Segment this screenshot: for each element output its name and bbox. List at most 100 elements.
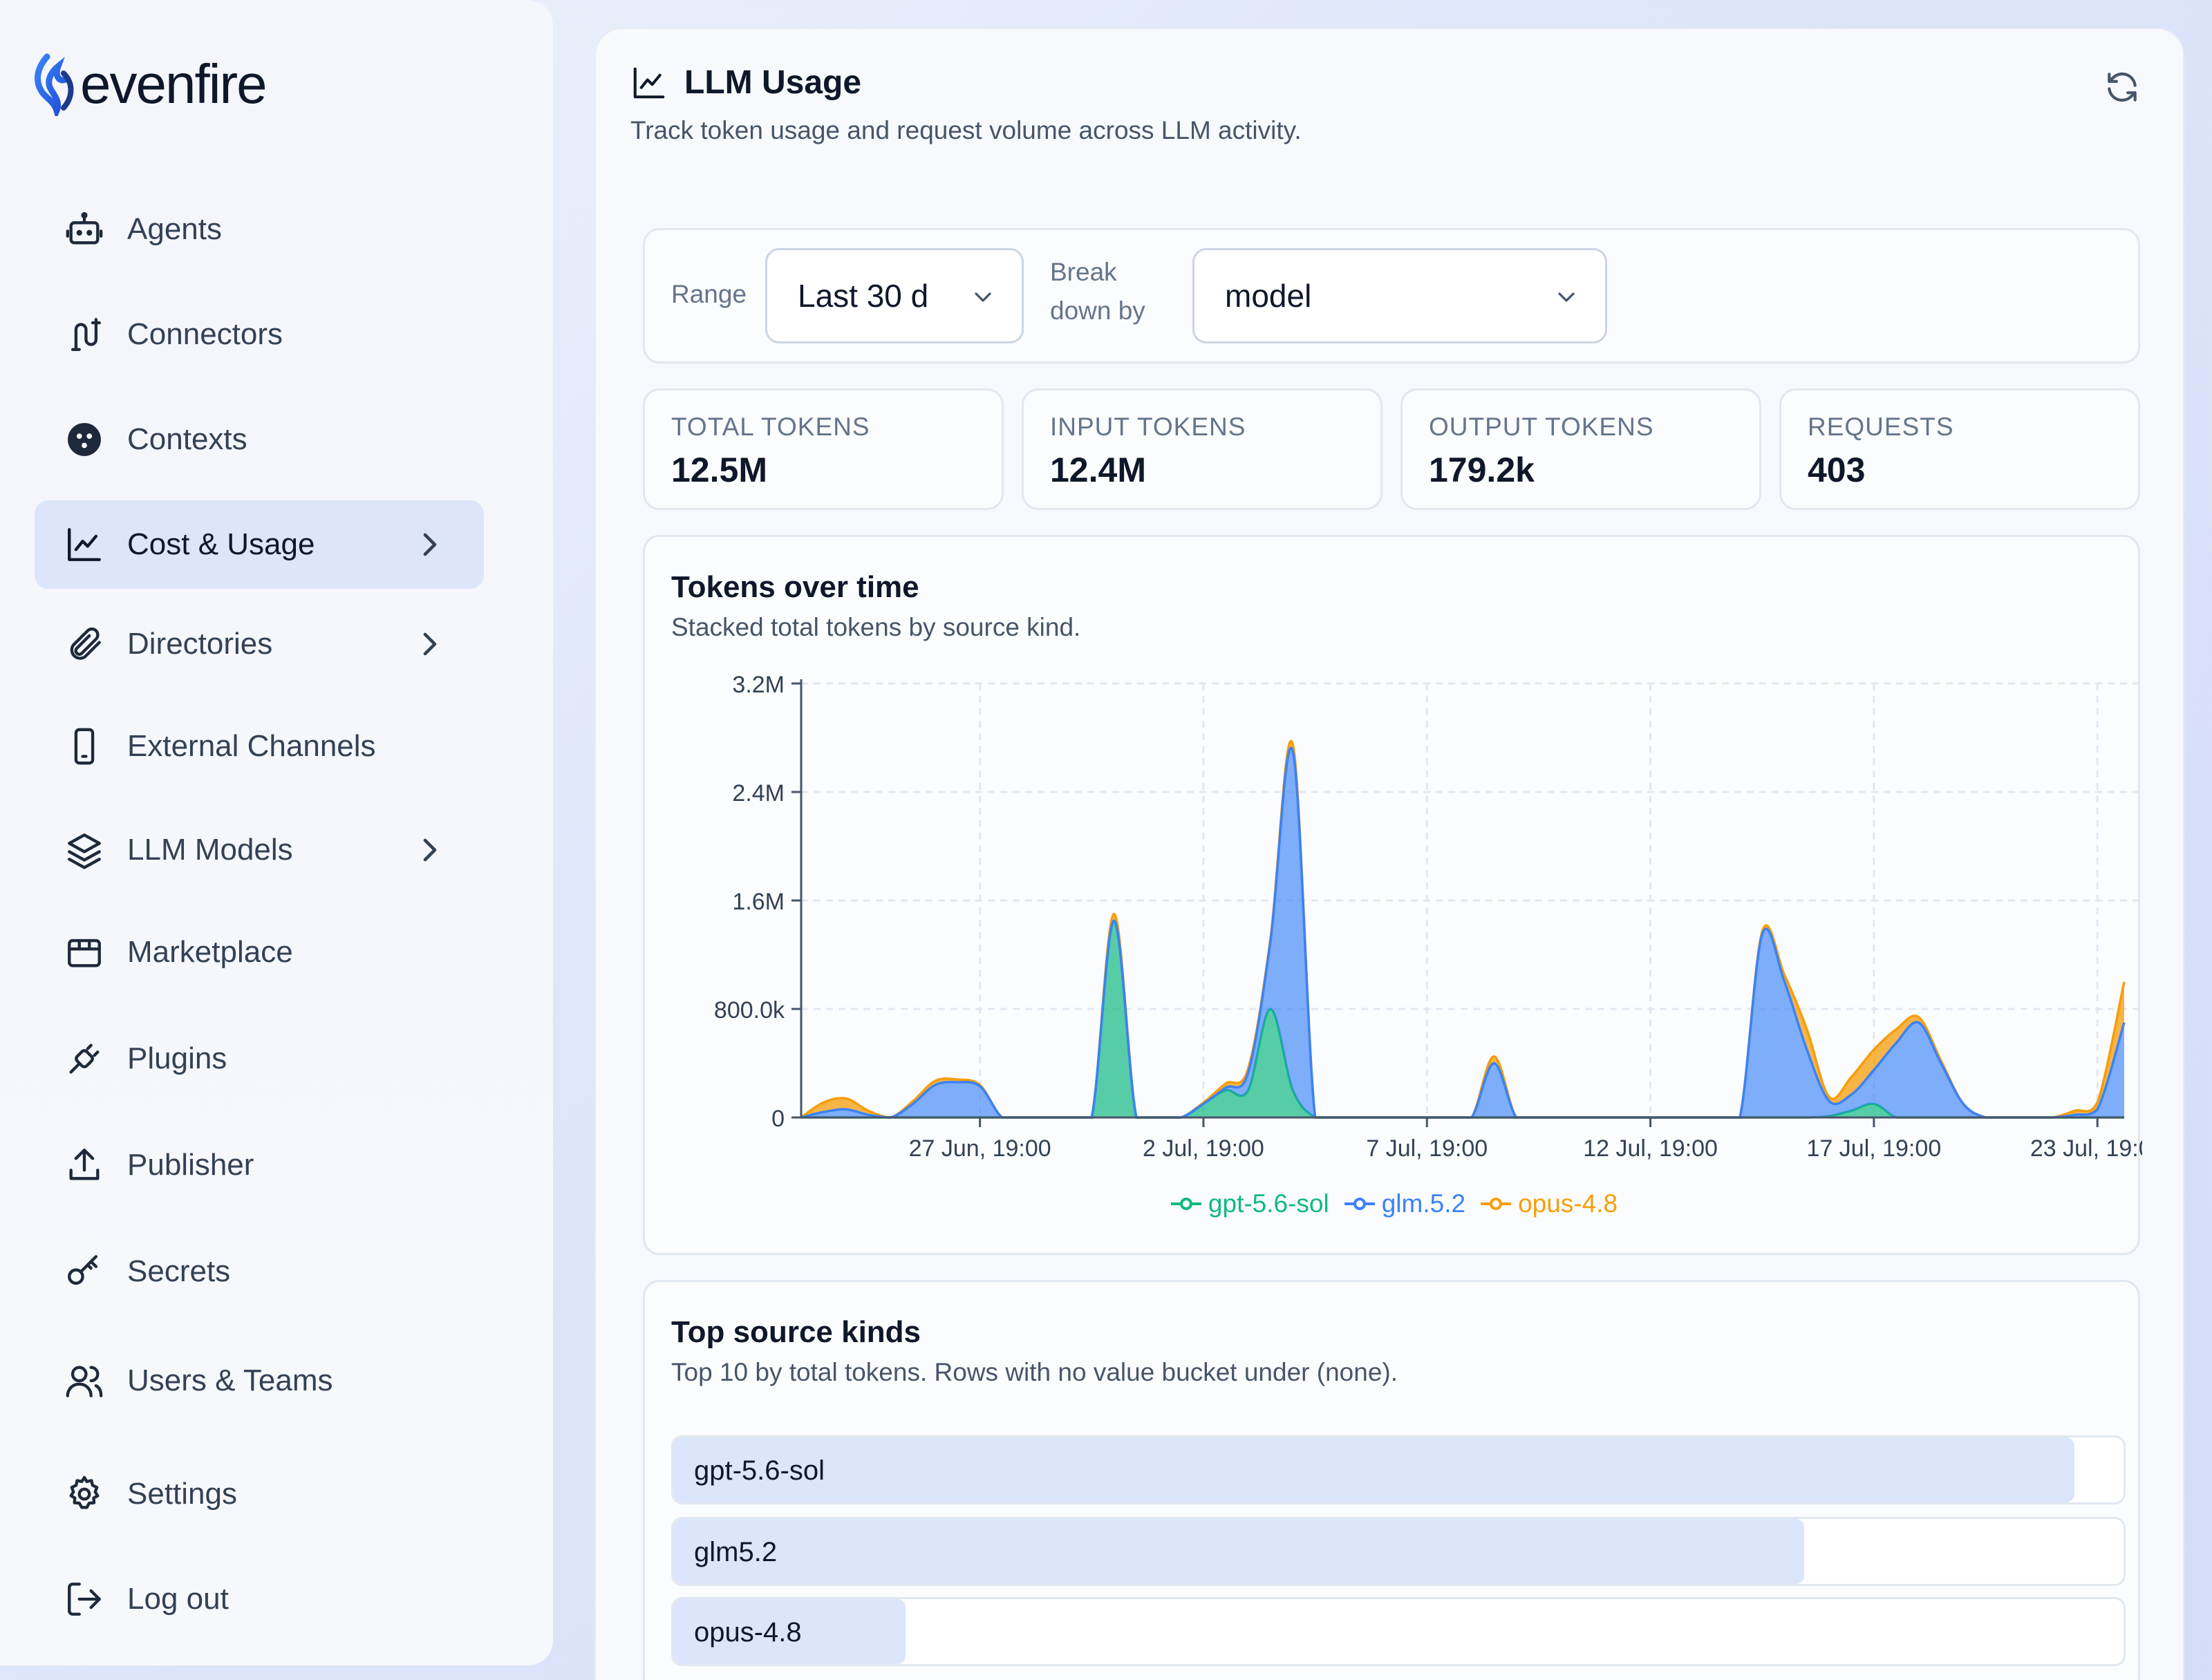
sidebar-item-settings[interactable]: Settings (35, 1450, 484, 1538)
chevron-down-icon (1558, 292, 1575, 302)
tokens-area-chart: 0 800.0k 1.6M 2.4M 3.2M 27 Jun, 19:00 2 Jul, 1… (714, 672, 2142, 1162)
y-tick-label: 1.6M (732, 889, 785, 915)
legend-item[interactable]: gpt-5.6-sol (1170, 1189, 1329, 1218)
sidebar-item-log-out[interactable]: Log out (35, 1555, 484, 1643)
sidebar-item-label: Cost & Usage (127, 527, 315, 561)
filters-card: Range Last 30 d Break down by model (643, 228, 2140, 364)
range-select[interactable]: Last 30 d (765, 248, 1024, 343)
sidebar-item-label: Users & Teams (127, 1363, 333, 1397)
sidebar-item-label: Agents (127, 212, 222, 246)
x-tick-label: 7 Jul, 19:00 (1366, 1135, 1488, 1162)
legend-item[interactable]: opus-4.8 (1479, 1189, 1618, 1218)
chart-subtitle: Stacked total tokens by source kind. (671, 613, 1081, 641)
legend-item[interactable]: glm.5.2 (1343, 1189, 1465, 1218)
sidebar-item-connectors[interactable]: Connectors (35, 290, 484, 379)
page-header: LLM Usage (630, 64, 861, 102)
y-tick-label: 3.2M (732, 672, 785, 698)
sidebar-item-agents[interactable]: Agents (35, 185, 484, 274)
sidebar-item-label: Connectors (127, 317, 283, 351)
source-bar-label: opus-4.8 (694, 1617, 802, 1648)
legend-marker-icon (1344, 1198, 1375, 1210)
source-bar-row: gpt-5.6-sol (671, 1435, 2126, 1504)
breakdown-value: model (1225, 278, 1312, 314)
source-bar-fill (673, 1437, 2074, 1502)
y-tick-label: 0 (771, 1106, 785, 1132)
chevron-right-icon (423, 533, 437, 556)
upload-icon (62, 1143, 106, 1187)
sidebar-item-cost-usage[interactable]: Cost & Usage (35, 500, 484, 589)
sidebar-item-label: Secrets (127, 1254, 231, 1288)
key-icon (62, 1249, 106, 1294)
x-tick-label: 17 Jul, 19:00 (1807, 1135, 1942, 1162)
brand-logo[interactable]: evenfire (33, 50, 268, 119)
plugin-icon (62, 1037, 106, 1081)
chevron-right-icon (423, 632, 437, 656)
contexts-icon (62, 417, 106, 462)
sidebar-item-contexts[interactable]: Contexts (35, 395, 484, 484)
evenfire-logo-icon (34, 53, 74, 116)
legend-marker-icon (1170, 1198, 1201, 1210)
sidebar-item-secrets[interactable]: Secrets (35, 1227, 484, 1316)
stat-total-tokens: TOTAL TOKENS 12.5M (643, 388, 1004, 510)
sidebar-item-marketplace[interactable]: Marketplace (35, 908, 484, 997)
stat-value: 403 (1808, 451, 1866, 489)
stat-label: OUTPUT TOKENS (1429, 413, 1654, 441)
legend-label: opus-4.8 (1518, 1189, 1618, 1218)
legend-label: gpt-5.6-sol (1208, 1189, 1329, 1218)
chart-legend: gpt-5.6-sol glm.5.2 opus-4.8 (645, 1189, 2142, 1218)
plug-connector-icon (62, 312, 106, 357)
stat-label: REQUESTS (1808, 413, 1954, 441)
source-bar-fill (673, 1519, 1805, 1584)
sidebar-item-label: Log out (127, 1582, 229, 1616)
top-sources-title: Top source kinds (671, 1315, 921, 1349)
sidebar-item-llm-models[interactable]: LLM Models (35, 806, 484, 894)
sidebar-item-directories[interactable]: Directories (35, 600, 484, 688)
stat-value: 12.4M (1050, 451, 1146, 489)
paperclip-icon (62, 622, 106, 666)
sidebar-item-label: Settings (127, 1477, 237, 1511)
chevron-down-icon (975, 292, 991, 302)
breakdown-select[interactable]: model (1192, 248, 1607, 343)
top-sources-card: Top source kinds Top 10 by total tokens.… (643, 1280, 2140, 1680)
x-tick-label: 2 Jul, 19:00 (1143, 1135, 1264, 1162)
chart-line-icon (62, 522, 106, 567)
sidebar-item-label: Directories (127, 627, 273, 661)
page-subtitle: Track token usage and request volume acr… (630, 116, 1302, 144)
phone-icon (62, 724, 106, 768)
users-icon (62, 1359, 106, 1403)
sidebar: evenfire Agents Connectors Contexts Cost & … (0, 0, 553, 1665)
sidebar-item-external-channels[interactable]: External Channels (35, 702, 484, 791)
source-bar-label: glm5.2 (694, 1537, 778, 1567)
x-tick-label: 23 Jul, 19:00 (2030, 1135, 2142, 1162)
sidebar-item-label: Plugins (127, 1041, 227, 1075)
source-bar-label: gpt-5.6-sol (694, 1455, 825, 1486)
stat-output-tokens: OUTPUT TOKENS 179.2k (1400, 388, 1761, 510)
source-bar-row: glm5.2 (671, 1517, 2126, 1586)
x-tick-label: 12 Jul, 19:00 (1583, 1135, 1718, 1162)
logout-icon (62, 1577, 106, 1621)
chevron-right-icon (423, 838, 437, 862)
stat-label: INPUT TOKENS (1050, 413, 1246, 441)
series-area-glm.5.2 (801, 748, 2124, 1117)
stat-requests: REQUESTS 403 (1779, 388, 2140, 510)
legend-label: glm.5.2 (1381, 1189, 1466, 1218)
sidebar-item-plugins[interactable]: Plugins (35, 1014, 484, 1103)
sidebar-item-label: Marketplace (127, 935, 293, 969)
stat-value: 179.2k (1429, 451, 1535, 489)
y-tick-label: 800.0k (714, 997, 785, 1023)
sidebar-item-label: External Channels (127, 729, 376, 763)
breakdown-label-line2: down by (1050, 296, 1145, 325)
top-sources-subtitle: Top 10 by total tokens. Rows with no val… (671, 1358, 1398, 1386)
robot-icon (62, 207, 106, 252)
chart-title: Tokens over time (671, 570, 919, 604)
gear-icon (62, 1472, 106, 1516)
tokens-chart-card: Tokens over time Stacked total tokens by… (643, 535, 2142, 1255)
breakdown-label-line1: Break (1050, 258, 1117, 286)
main-panel: LLM Usage Track token usage and request … (594, 28, 2184, 1680)
sidebar-item-users-teams[interactable]: Users & Teams (35, 1337, 484, 1425)
layers-icon (62, 828, 106, 872)
refresh-icon[interactable] (2103, 68, 2141, 106)
sidebar-item-publisher[interactable]: Publisher (35, 1121, 484, 1209)
stat-value: 12.5M (671, 451, 767, 489)
sidebar-item-label: LLM Models (127, 833, 293, 867)
